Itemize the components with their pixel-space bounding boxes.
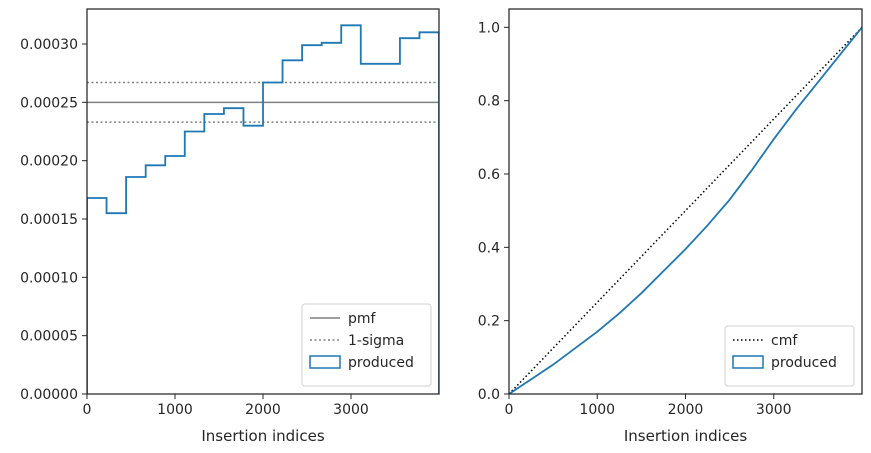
plot-area (509, 26, 862, 394)
legend-label: produced (348, 355, 414, 371)
legend-label: cmf (771, 333, 798, 349)
chart-panel-1: 0 1000 2000 3000 0.00000 0.00005 0.00010 0.0001… (20, 8, 440, 445)
y-tick-label: 1.0 (478, 20, 500, 36)
legend-box (724, 325, 855, 387)
plot-area (87, 24, 439, 394)
x-tick-label: 0 (505, 402, 514, 418)
x-tick-label: 1000 (157, 402, 193, 418)
x-axis-label: Insertion indices (624, 427, 747, 445)
produced-series (509, 26, 862, 394)
x-tick-label: 1000 (579, 402, 615, 418)
y-tick-label: 0.00025 (20, 95, 78, 111)
y-tick-label: 0.00010 (20, 270, 78, 286)
y-tick-label: 0.00030 (20, 37, 78, 53)
x-tick-label: 0 (83, 402, 92, 418)
y-tick-label: 0.00015 (20, 212, 78, 228)
legend: cmf produced (724, 325, 855, 387)
legend-label: produced (771, 355, 837, 371)
legend-label: 1-sigma (348, 333, 404, 349)
x-tick-label: 2000 (245, 402, 281, 418)
legend-box (301, 303, 432, 387)
axes-frame (86, 8, 440, 395)
chart-panel-2: 0 1000 2000 3000 0.0 0.2 0.4 0.6 0.8 1.0 Insertion… (478, 8, 863, 445)
x-tick-label: 3000 (756, 402, 792, 418)
y-tick-label: 0.00020 (20, 154, 78, 170)
legend-swatch-produced (732, 355, 764, 369)
axes-frame (508, 8, 863, 395)
y-tick-label: 0.0 (478, 387, 500, 403)
y-tick-label: 0.8 (478, 94, 500, 110)
legend-swatch-produced (309, 355, 341, 369)
x-axis-label: Insertion indices (201, 427, 324, 445)
cmf-series (509, 26, 862, 394)
x-tick-label: 3000 (333, 402, 369, 418)
legend: pmf 1-sigma produced (301, 303, 432, 387)
y-tick-label: 0.2 (478, 314, 500, 330)
legend-label: pmf (348, 311, 377, 327)
y-tick-label: 0.00000 (20, 387, 78, 403)
produced-series (87, 24, 439, 394)
x-tick-label: 2000 (668, 402, 704, 418)
y-tick-label: 0.6 (478, 167, 500, 183)
y-tick-label: 0.00005 (20, 329, 78, 345)
y-tick-label: 0.4 (478, 240, 500, 256)
